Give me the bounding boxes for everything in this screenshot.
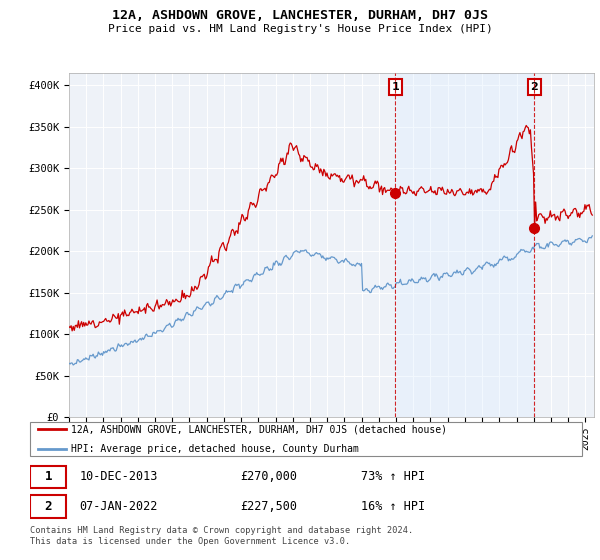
Text: 12A, ASHDOWN GROVE, LANCHESTER, DURHAM, DH7 0JS: 12A, ASHDOWN GROVE, LANCHESTER, DURHAM, … xyxy=(112,9,488,22)
Bar xyxy=(395,73,535,417)
Text: 10-DEC-2013: 10-DEC-2013 xyxy=(80,470,158,483)
Text: 12A, ASHDOWN GROVE, LANCHESTER, DURHAM, DH7 0JS (detached house): 12A, ASHDOWN GROVE, LANCHESTER, DURHAM, … xyxy=(71,424,448,435)
Text: £227,500: £227,500 xyxy=(240,500,297,513)
Text: 1: 1 xyxy=(44,470,52,483)
Text: 2: 2 xyxy=(530,82,538,92)
Text: Price paid vs. HM Land Registry's House Price Index (HPI): Price paid vs. HM Land Registry's House … xyxy=(107,24,493,34)
FancyBboxPatch shape xyxy=(30,466,66,488)
FancyBboxPatch shape xyxy=(30,422,582,456)
Text: £270,000: £270,000 xyxy=(240,470,297,483)
Text: 07-JAN-2022: 07-JAN-2022 xyxy=(80,500,158,513)
Text: 73% ↑ HPI: 73% ↑ HPI xyxy=(361,470,425,483)
Text: Contains HM Land Registry data © Crown copyright and database right 2024.
This d: Contains HM Land Registry data © Crown c… xyxy=(30,526,413,546)
Text: 16% ↑ HPI: 16% ↑ HPI xyxy=(361,500,425,513)
FancyBboxPatch shape xyxy=(30,496,66,517)
Text: 1: 1 xyxy=(391,82,399,92)
Text: HPI: Average price, detached house, County Durham: HPI: Average price, detached house, Coun… xyxy=(71,444,359,454)
Text: 2: 2 xyxy=(44,500,52,513)
